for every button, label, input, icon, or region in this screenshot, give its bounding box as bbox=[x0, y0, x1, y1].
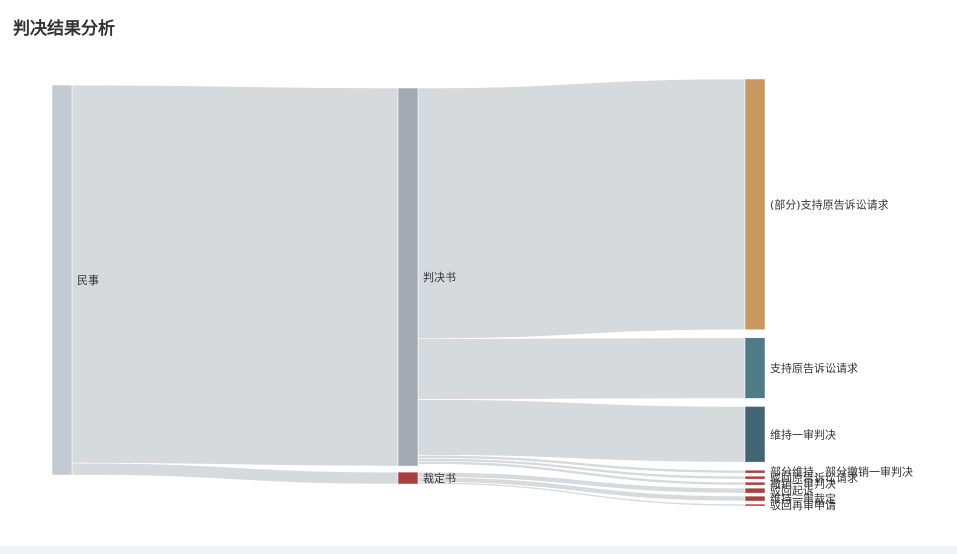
sankey-node-label: (部分)支持原告诉讼请求 bbox=[770, 197, 889, 211]
sankey-node[interactable] bbox=[744, 503, 766, 507]
sankey-node[interactable] bbox=[744, 487, 766, 494]
sankey-node-label: 驳回起诉 bbox=[770, 485, 814, 498]
sankey-nodes bbox=[51, 78, 766, 507]
sankey-link[interactable] bbox=[417, 78, 746, 340]
sankey-node-label: 判决书 bbox=[423, 271, 456, 284]
sankey-node[interactable] bbox=[744, 337, 766, 399]
chart-title: 判决结果分析 bbox=[13, 19, 115, 39]
sankey-node-label: 维持一审裁定 bbox=[770, 492, 836, 506]
sankey-link[interactable] bbox=[417, 337, 746, 400]
sankey-node-label: 维持一审判决 bbox=[770, 427, 836, 441]
sankey-node[interactable] bbox=[744, 78, 766, 330]
sankey-node-label: 驳回再审申请 bbox=[770, 498, 836, 512]
sankey-node[interactable] bbox=[744, 469, 766, 474]
sankey-node-label: 部分维持，部分撤销一审判决 bbox=[770, 465, 913, 479]
sankey-node[interactable] bbox=[744, 406, 766, 463]
sankey-node-label: 民事 bbox=[77, 274, 99, 287]
sankey-node[interactable] bbox=[397, 87, 419, 467]
sankey-node-label: 撤销一审判决 bbox=[770, 477, 836, 491]
sankey-node[interactable] bbox=[744, 495, 766, 502]
sankey-link[interactable] bbox=[417, 481, 746, 507]
sankey-node[interactable] bbox=[744, 475, 766, 480]
sankey-node[interactable] bbox=[744, 481, 766, 486]
sankey-node[interactable] bbox=[397, 471, 419, 485]
sankey-link[interactable] bbox=[417, 399, 746, 463]
sankey-node-label: 裁定书 bbox=[423, 471, 456, 485]
footer-band bbox=[0, 546, 957, 554]
sankey-link[interactable] bbox=[71, 84, 399, 467]
sankey-node-label: 驳回原告诉讼请求 bbox=[770, 472, 858, 485]
sankey-node-label: 支持原告诉讼请求 bbox=[770, 361, 858, 375]
sankey-links bbox=[71, 78, 746, 507]
sankey-node[interactable] bbox=[51, 84, 73, 476]
